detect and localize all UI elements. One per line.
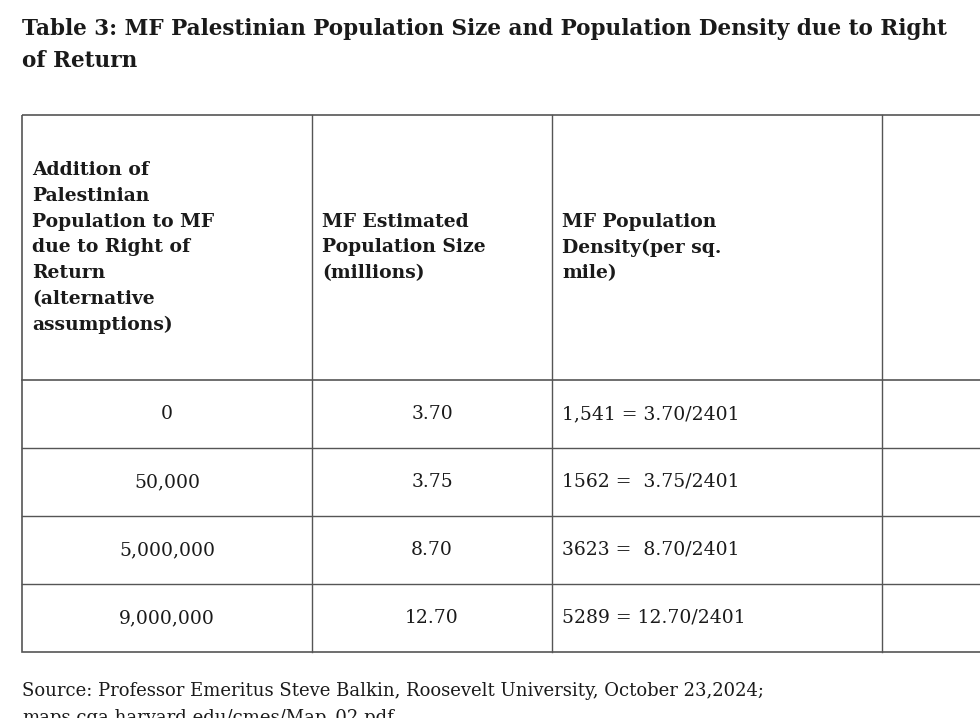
Text: 8.70: 8.70 xyxy=(411,541,453,559)
Text: 3.70: 3.70 xyxy=(412,405,453,423)
Text: Table 3: MF Palestinian Population Size and Population Density due to Right
of R: Table 3: MF Palestinian Population Size … xyxy=(22,18,947,73)
Text: Addition of
Palestinian
Population to MF
due to Right of
Return
(alternative
ass: Addition of Palestinian Population to MF… xyxy=(32,162,214,334)
Text: 9,000,000: 9,000,000 xyxy=(119,609,215,627)
Text: Source: Professor Emeritus Steve Balkin, Roosevelt University, October 23,2024;
: Source: Professor Emeritus Steve Balkin,… xyxy=(22,682,764,718)
Text: MF Estimated
Population Size
(millions): MF Estimated Population Size (millions) xyxy=(322,213,486,282)
Text: 3623 =  8.70/2401: 3623 = 8.70/2401 xyxy=(562,541,740,559)
Bar xyxy=(22,115,980,652)
Text: 0: 0 xyxy=(161,405,173,423)
Text: 1562 =  3.75/2401: 1562 = 3.75/2401 xyxy=(562,473,740,491)
Text: 1,541 = 3.70/2401: 1,541 = 3.70/2401 xyxy=(562,405,740,423)
Text: 3.75: 3.75 xyxy=(412,473,453,491)
Text: 12.70: 12.70 xyxy=(405,609,459,627)
Text: 50,000: 50,000 xyxy=(134,473,200,491)
Text: 5289 = 12.70/2401: 5289 = 12.70/2401 xyxy=(562,609,746,627)
Text: MF Population
Density(per sq.
mile): MF Population Density(per sq. mile) xyxy=(562,213,721,282)
Text: 5,000,000: 5,000,000 xyxy=(119,541,215,559)
